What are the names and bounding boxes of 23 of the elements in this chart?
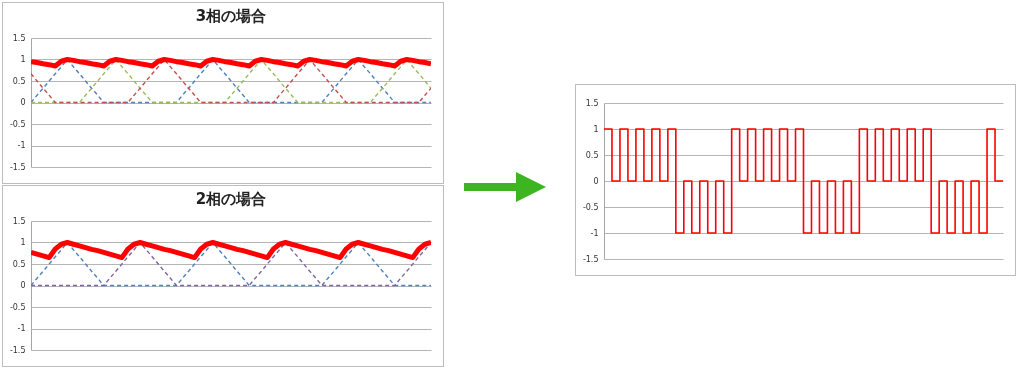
y-tick-label: -0.5 [582, 202, 599, 212]
y-tick-label: 0.5 [585, 150, 599, 160]
y-tick-label: 1.5 [585, 98, 599, 108]
y-tick-label: 0 [20, 281, 26, 290]
y-tick-label: -0.5 [9, 119, 26, 129]
y-tick-label: -1 [590, 228, 599, 238]
y-tick-label: 0 [20, 98, 26, 107]
chart-title: 2相の場合 [195, 190, 267, 208]
y-tick-label: 0 [593, 176, 599, 186]
y-tick-label: 0.5 [12, 76, 26, 86]
chart-title: 3相の場合 [195, 7, 267, 25]
y-tick-label: -0.5 [9, 302, 26, 312]
y-tick-label: 1.5 [12, 33, 26, 43]
y-tick-label: -1 [17, 141, 26, 150]
y-tick-label: -1.5 [9, 345, 26, 355]
y-tick-label: 1 [20, 55, 26, 64]
y-tick-label: 1 [593, 124, 599, 134]
y-tick-label: -1.5 [9, 162, 26, 172]
y-tick-label: -1.5 [582, 254, 599, 264]
y-tick-label: 1 [20, 238, 26, 247]
y-tick-label: 0.5 [12, 259, 26, 269]
y-tick-label: -1 [17, 324, 26, 333]
y-tick-label: 1.5 [12, 216, 26, 226]
